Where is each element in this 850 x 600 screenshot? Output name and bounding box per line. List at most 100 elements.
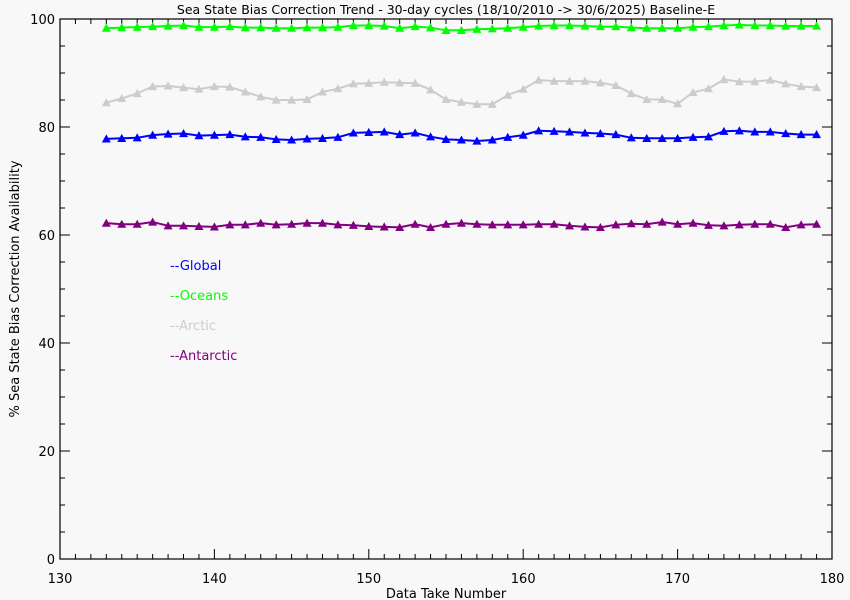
data-point [240, 23, 250, 32]
data-point [395, 23, 405, 32]
data-point [487, 99, 497, 108]
data-point [148, 130, 158, 139]
data-point [256, 23, 266, 32]
data-point [287, 23, 297, 32]
data-point [688, 132, 698, 141]
data-point [472, 24, 482, 33]
data-point [148, 82, 158, 91]
data-point [209, 22, 219, 31]
data-point [225, 22, 235, 31]
data-point [410, 219, 420, 228]
data-point [626, 89, 636, 98]
data-point [240, 220, 250, 229]
data-point [194, 22, 204, 31]
data-point [209, 222, 219, 231]
data-point [117, 23, 127, 32]
legend-entry-oceans: --Oceans [170, 289, 228, 304]
x-tick-label: 180 [820, 572, 845, 587]
data-point [765, 127, 775, 136]
data-point [348, 128, 358, 137]
x-tick-label: 170 [665, 572, 690, 587]
data-point [117, 93, 127, 102]
data-point [503, 220, 513, 229]
y-axis: 0 20 40 60 80 100 [30, 13, 832, 568]
data-point [503, 23, 513, 32]
data-point [456, 25, 466, 34]
y-tick-label: 80 [38, 121, 55, 136]
data-point [256, 132, 266, 141]
data-point [765, 20, 775, 30]
data-point [132, 133, 142, 142]
data-point [256, 218, 266, 227]
data-point [426, 132, 436, 141]
data-point [271, 220, 281, 229]
data-point [317, 23, 327, 32]
data-point [549, 219, 559, 228]
data-point [734, 20, 744, 29]
data-point [549, 126, 559, 135]
data-point [580, 21, 590, 30]
data-point [503, 132, 513, 141]
data-point [719, 20, 729, 30]
data-point [611, 130, 621, 139]
data-point [348, 20, 358, 30]
data-point [750, 20, 760, 30]
data-point [642, 94, 652, 104]
data-point [626, 23, 636, 32]
data-point [302, 94, 312, 104]
data-point [163, 21, 173, 30]
data-point [410, 78, 420, 87]
y-tick-label: 100 [30, 13, 55, 28]
data-point [179, 128, 189, 138]
data-point [595, 78, 605, 87]
data-point [456, 97, 466, 106]
data-point [101, 134, 111, 143]
data-point [518, 220, 528, 229]
x-tick-label: 160 [511, 572, 536, 587]
data-point [317, 218, 327, 227]
data-point [703, 220, 713, 229]
data-point [812, 83, 822, 92]
data-point [565, 127, 575, 136]
data-point [256, 92, 266, 101]
data-point [426, 23, 436, 32]
data-point [750, 77, 760, 86]
series-antarctic [101, 217, 822, 232]
data-point [271, 95, 281, 104]
data-point [812, 219, 822, 228]
data-point [395, 78, 405, 87]
data-point [503, 90, 513, 99]
x-tick-label: 140 [202, 572, 227, 587]
data-point [580, 222, 590, 231]
data-point [132, 89, 142, 98]
data-point [302, 218, 312, 227]
data-point [333, 84, 343, 93]
data-point [379, 21, 389, 30]
data-point [657, 94, 667, 104]
data-point [456, 218, 466, 227]
data-point [426, 85, 436, 94]
data-point [179, 20, 189, 30]
data-point [487, 220, 497, 229]
y-tick-label: 40 [38, 337, 55, 352]
data-point [796, 21, 806, 30]
data-point [472, 219, 482, 228]
data-point [595, 22, 605, 31]
series-layer [101, 20, 822, 232]
data-point [812, 21, 822, 30]
data-point [379, 127, 389, 136]
data-point [333, 220, 343, 229]
data-point [657, 217, 667, 226]
data-point [209, 130, 219, 139]
data-point [719, 221, 729, 230]
data-point [611, 22, 621, 31]
data-point [626, 133, 636, 142]
data-point [750, 219, 760, 228]
data-point [132, 22, 142, 31]
x-tick-label: 130 [48, 572, 73, 587]
data-point [734, 77, 744, 86]
series-oceans [101, 20, 822, 34]
data-point [209, 82, 219, 91]
data-point [395, 130, 405, 139]
data-point [287, 135, 297, 144]
